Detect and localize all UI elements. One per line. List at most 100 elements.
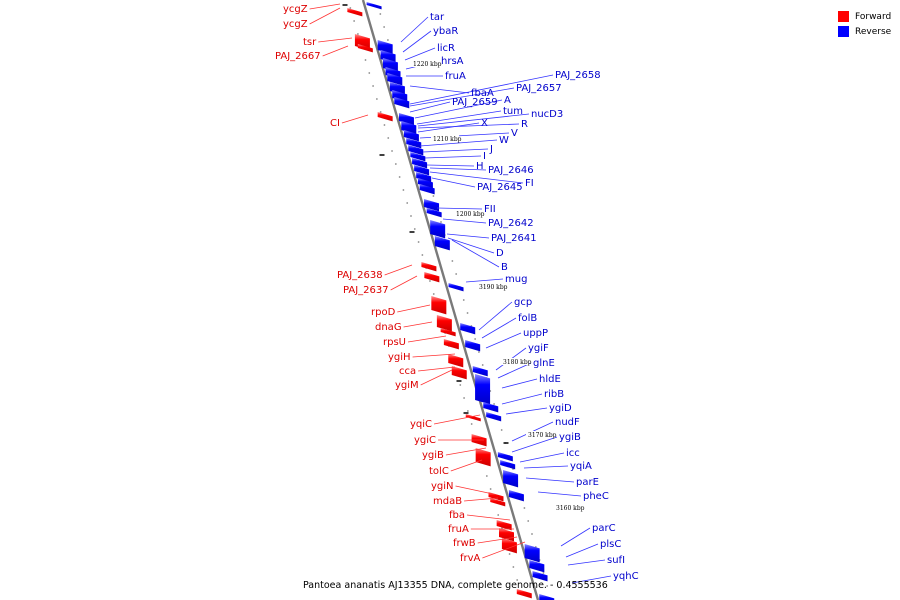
track-dot [353, 20, 356, 22]
reverse-leader-line [416, 110, 502, 125]
forward-gene-label: tsr [303, 37, 317, 48]
track-dot [459, 384, 462, 386]
reverse-gene-block [430, 220, 446, 239]
track-dot [516, 579, 519, 581]
reverse-gene-block [500, 460, 516, 470]
forward-gene-block [448, 354, 464, 368]
forward-gene-label: fruA [448, 524, 469, 535]
forward-gene-block [465, 414, 481, 422]
track-dot [463, 397, 465, 399]
track-dot [523, 507, 526, 509]
track-dot [527, 520, 530, 522]
reverse-gene-block [539, 594, 555, 600]
forward-leader-line [309, 3, 341, 10]
legend-forward: Forward [838, 9, 891, 24]
reverse-leader-line [451, 239, 500, 268]
scale-tick-label: 1200 kbp [456, 211, 485, 218]
reverse-gene-label: tar [430, 12, 445, 23]
reverse-gene-block [412, 158, 428, 169]
reverse-leader-line [417, 122, 480, 133]
reverse-gene-label: FI [525, 178, 534, 189]
tick-backdrop [454, 210, 482, 217]
forward-leader-line [412, 353, 456, 358]
forward-leader-line [455, 485, 494, 495]
reverse-gene-label: PAJ_2658 [555, 70, 601, 81]
reverse-gene-label: parE [576, 477, 599, 488]
reverse-gene-label: plsC [600, 539, 621, 550]
tick-backdrop [501, 358, 529, 365]
reverse-leader-line [478, 301, 513, 331]
reverse-gene-label: B [501, 262, 508, 273]
reverse-gene-block [392, 90, 408, 103]
reverse-gene-block [508, 490, 524, 502]
reverse-leader-line [571, 575, 612, 584]
reverse-gene-label: X [481, 118, 488, 129]
tick-backdrop [431, 135, 459, 142]
reverse-gene-block [532, 571, 548, 582]
track-marker [342, 4, 348, 6]
gene-labels: ycgZ ycgZ tsr PAJ_2667 CI PAJ_2638 PAJ_2637rpo… [275, 4, 639, 582]
legend-forward-label: Forward [855, 11, 892, 22]
reverse-gene-label: yqhC [613, 571, 639, 582]
legend-reverse-label: Reverse [855, 26, 892, 37]
reverse-gene-label: H [476, 161, 484, 172]
forward-gene-block [377, 112, 393, 122]
forward-leader-line [477, 536, 518, 544]
forward-leader-line [464, 497, 499, 502]
forward-gene-label: fba [449, 510, 465, 521]
tick-backdrop [554, 504, 582, 511]
track-dot [497, 514, 500, 516]
reverse-leader-line [414, 99, 503, 119]
reverse-gene-label: R [521, 119, 528, 130]
reverse-gene-label: yqiA [570, 461, 592, 472]
forward-gene-label: cca [399, 366, 416, 377]
reverse-gene-block [486, 412, 502, 422]
forward-leader-line [403, 321, 433, 328]
track-dot [383, 26, 386, 28]
forward-gene-label: ygiH [388, 352, 411, 363]
reverse-gene-block [366, 2, 382, 10]
track-dot [394, 163, 397, 165]
reverse-gene-label: tum [503, 106, 523, 117]
reverse-gene-block [406, 138, 422, 149]
track-dot [398, 176, 401, 178]
reverse-gene-label: hrsA [441, 56, 464, 67]
reverse-gene-block [434, 236, 450, 251]
track-dot [542, 572, 545, 574]
reverse-gene-label: W [499, 135, 509, 146]
forward-gene-label: PAJ_2667 [275, 51, 321, 62]
reverse-gene-label: folB [518, 313, 537, 324]
reverse-gene-label: PAJ_2646 [488, 165, 534, 176]
reverse-gene-label: A [504, 95, 511, 106]
reverse-leader-line [537, 491, 582, 497]
track-dot [478, 351, 480, 353]
track-dot [474, 338, 477, 340]
forward-gene-label: PAJ_2637 [343, 285, 389, 296]
reverse-leader-line [511, 436, 558, 453]
reverse-gene-label: nucD3 [531, 109, 563, 120]
reverse-leader-line [525, 477, 575, 483]
reverse-leader-line [519, 452, 565, 463]
forward-gene-label: CI [330, 118, 340, 129]
track-dot [489, 488, 492, 490]
track-marker [463, 412, 469, 414]
track-dot [466, 410, 469, 412]
forward-leader-line [309, 7, 341, 25]
forward-gene-block [347, 8, 363, 17]
forward-gene-block [475, 448, 491, 467]
reverse-gene-label: fbaA [471, 88, 494, 99]
reverse-gene-block [465, 340, 481, 352]
reverse-gene-label: PAJ_2657 [516, 83, 562, 94]
track-dot [508, 553, 511, 555]
track-dot [410, 215, 412, 217]
forward-gene-label: dnaG [375, 322, 402, 333]
tick-backdrop [411, 60, 439, 67]
reverse-leader-line [501, 393, 543, 405]
reverse-gene-label: nudF [555, 417, 580, 428]
reverse-gene-label: V [511, 128, 518, 139]
reverse-leader-line [409, 101, 451, 113]
reverse-gene-label: PAJ_2641 [491, 233, 537, 244]
reverse-leader-line [429, 167, 487, 171]
reverse-gene-label: pheC [583, 491, 609, 502]
reverse-leader-line [426, 164, 475, 167]
